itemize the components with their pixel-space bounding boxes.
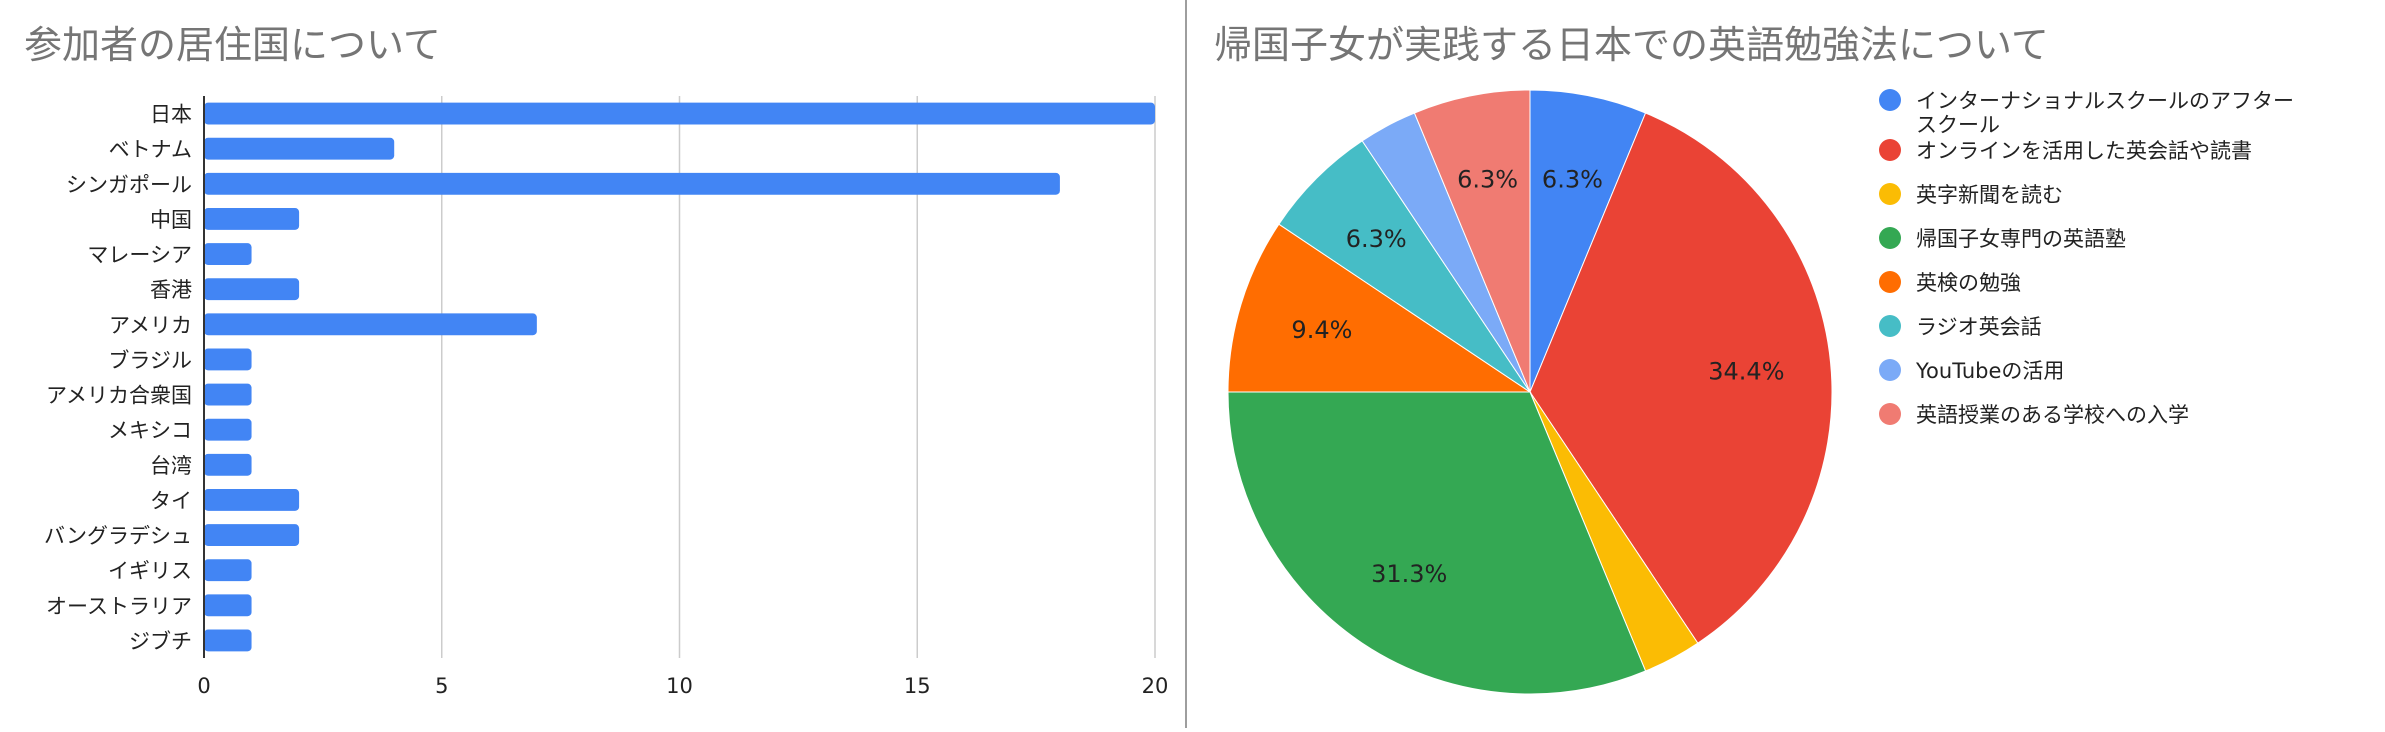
pie-slice bbox=[1413, 89, 1531, 393]
panel-divider bbox=[1185, 0, 1187, 728]
x-tick-label: 15 bbox=[904, 674, 931, 698]
pie-slice bbox=[1278, 140, 1531, 393]
legend-label: 帰国子女専門の英語塾 bbox=[1916, 227, 2126, 251]
bar bbox=[204, 243, 252, 265]
bar bbox=[204, 418, 252, 441]
bar bbox=[204, 629, 252, 652]
slice-percent-label: 6.3% bbox=[1542, 166, 1603, 194]
x-tick-label: 10 bbox=[666, 674, 693, 698]
country-chart-title: 参加者の居住国について bbox=[24, 23, 441, 67]
y-tick-label: 香港 bbox=[150, 278, 192, 302]
y-tick-label: タイ bbox=[150, 489, 192, 513]
y-tick-label: イギリス bbox=[108, 559, 192, 583]
legend-label: スクール bbox=[1916, 113, 2000, 137]
bar bbox=[204, 208, 300, 230]
slice-percent-label: 9.4% bbox=[1291, 316, 1352, 344]
bar bbox=[204, 559, 252, 582]
legend-label: オンラインを活用した英会話や読書 bbox=[1916, 139, 2252, 163]
legend-swatch bbox=[1879, 359, 1901, 381]
bar bbox=[204, 278, 300, 301]
y-tick-label: マレーシア bbox=[87, 243, 192, 267]
bar bbox=[204, 348, 252, 371]
bar bbox=[204, 453, 252, 476]
y-tick-label: メキシコ bbox=[108, 419, 192, 443]
legend-label: 英検の勉強 bbox=[1916, 271, 2021, 295]
legend-label: ラジオ英会話 bbox=[1916, 315, 2042, 339]
legend-label: YouTubeの活用 bbox=[1915, 359, 2064, 383]
slice-percent-label: 31.3% bbox=[1371, 560, 1447, 588]
y-tick-label: 中国 bbox=[150, 208, 192, 232]
bar bbox=[204, 137, 395, 160]
y-tick-label: アメリカ bbox=[109, 313, 192, 337]
bar bbox=[204, 172, 1060, 195]
legend-label: 英語授業のある学校への入学 bbox=[1916, 403, 2189, 427]
legend-label: 英字新聞を読む bbox=[1916, 183, 2063, 207]
legend-label: インターナショナルスクールのアフター bbox=[1916, 89, 2294, 113]
y-tick-label: シンガポール bbox=[66, 173, 192, 197]
legend-swatch bbox=[1879, 89, 1901, 111]
legend-swatch bbox=[1879, 227, 1901, 249]
pie-slice bbox=[1227, 391, 1647, 695]
legend-swatch bbox=[1879, 315, 1901, 337]
bar bbox=[204, 489, 300, 511]
bar bbox=[204, 313, 537, 336]
bar bbox=[204, 102, 1155, 125]
y-tick-label: アメリカ合衆国 bbox=[46, 384, 192, 408]
pie-slice bbox=[1227, 223, 1532, 393]
x-tick-label: 20 bbox=[1142, 674, 1169, 698]
y-tick-label: 日本 bbox=[150, 103, 192, 127]
study-method-chart-title: 帰国子女が実践する日本での英語勉強法について bbox=[1214, 23, 2049, 67]
pie-slice bbox=[1529, 112, 1833, 644]
y-tick-label: 台湾 bbox=[150, 454, 192, 478]
bar bbox=[204, 524, 300, 546]
x-tick-label: 5 bbox=[435, 674, 448, 698]
y-tick-label: バングラデシュ bbox=[44, 524, 192, 548]
bar bbox=[204, 383, 252, 406]
study-method-pie-chart: 6.3% 34.4% 31.3% 9.4% 6.3% 6.3% インターナショナルスクールの… bbox=[1227, 89, 2294, 695]
y-tick-label: ブラジル bbox=[108, 348, 192, 372]
country-chart-panel: 参加者の居住国について 0 5 10 15 20 日本ベトナムシンガポール中国マレーシア香… bbox=[0, 0, 1185, 728]
legend-swatch bbox=[1879, 139, 1901, 161]
y-tick-label: オーストラリア bbox=[46, 594, 192, 618]
pie-slice bbox=[1529, 89, 1647, 393]
bar bbox=[204, 594, 252, 617]
legend-swatch bbox=[1879, 403, 1901, 425]
x-tick-label: 0 bbox=[197, 674, 210, 698]
y-tick-label: ベトナム bbox=[109, 138, 192, 162]
slice-percent-label: 34.4% bbox=[1708, 358, 1784, 386]
y-tick-label: ジブチ bbox=[129, 629, 192, 653]
study-method-chart-panel: 帰国子女が実践する日本での英語勉強法について 6.3% 34.4% 31.3% 9.4… bbox=[1190, 0, 2385, 728]
legend-swatch bbox=[1879, 271, 1901, 293]
slice-percent-label: 6.3% bbox=[1457, 166, 1518, 194]
legend-swatch bbox=[1879, 183, 1901, 205]
slice-percent-label: 6.3% bbox=[1346, 225, 1407, 253]
country-bar-chart: 0 5 10 15 20 日本ベトナムシンガポール中国マレーシア香港アメリカブラジルアメリ… bbox=[44, 96, 1169, 698]
